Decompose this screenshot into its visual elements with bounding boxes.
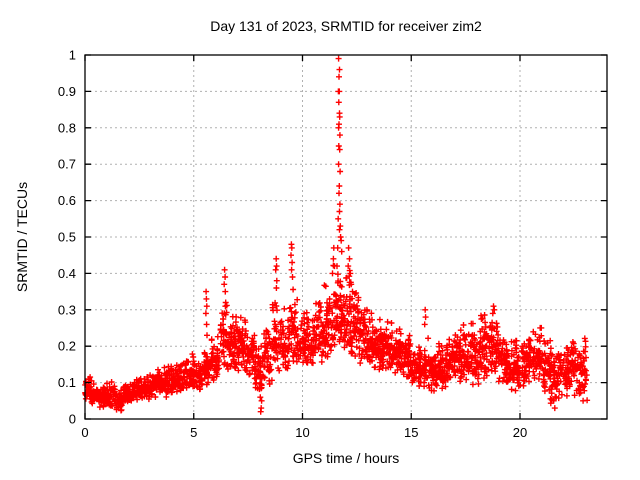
- y-tick-label: 0.6: [58, 193, 76, 208]
- chart-title: Day 131 of 2023, SRMTID for receiver zim…: [210, 18, 482, 34]
- x-tick-label: 15: [404, 425, 418, 440]
- tick-marks: [84, 54, 607, 420]
- x-tick-label: 5: [190, 425, 197, 440]
- x-tick-label: 10: [295, 425, 309, 440]
- y-tick-label: 0.5: [58, 230, 76, 245]
- x-axis-tick-labels: 0 5 10 15 20: [81, 425, 527, 440]
- y-axis-label: SRMTID / TECUs: [14, 182, 30, 292]
- y-tick-label: 0.8: [58, 120, 76, 135]
- x-axis-label: GPS time / hours: [293, 450, 400, 466]
- y-tick-label: 0.1: [58, 375, 76, 390]
- y-axis-tick-labels: 0 0.1 0.2 0.3 0.4 0.5 0.6 0.7 0.8 0.9 1: [58, 48, 76, 427]
- gridlines: [85, 55, 607, 419]
- x-tick-label: 0: [81, 425, 88, 440]
- y-tick-label: 0: [69, 412, 76, 427]
- y-tick-label: 0.2: [58, 339, 76, 354]
- axes: [84, 54, 608, 420]
- y-tick-label: 0.9: [58, 84, 76, 99]
- x-tick-label: 20: [513, 425, 527, 440]
- y-tick-label: 1: [69, 48, 76, 63]
- srmtid-series-markers: [82, 55, 591, 415]
- y-tick-label: 0.4: [58, 266, 76, 281]
- y-tick-label: 0.3: [58, 302, 76, 317]
- data-points: [82, 55, 591, 415]
- y-tick-label: 0.7: [58, 157, 76, 172]
